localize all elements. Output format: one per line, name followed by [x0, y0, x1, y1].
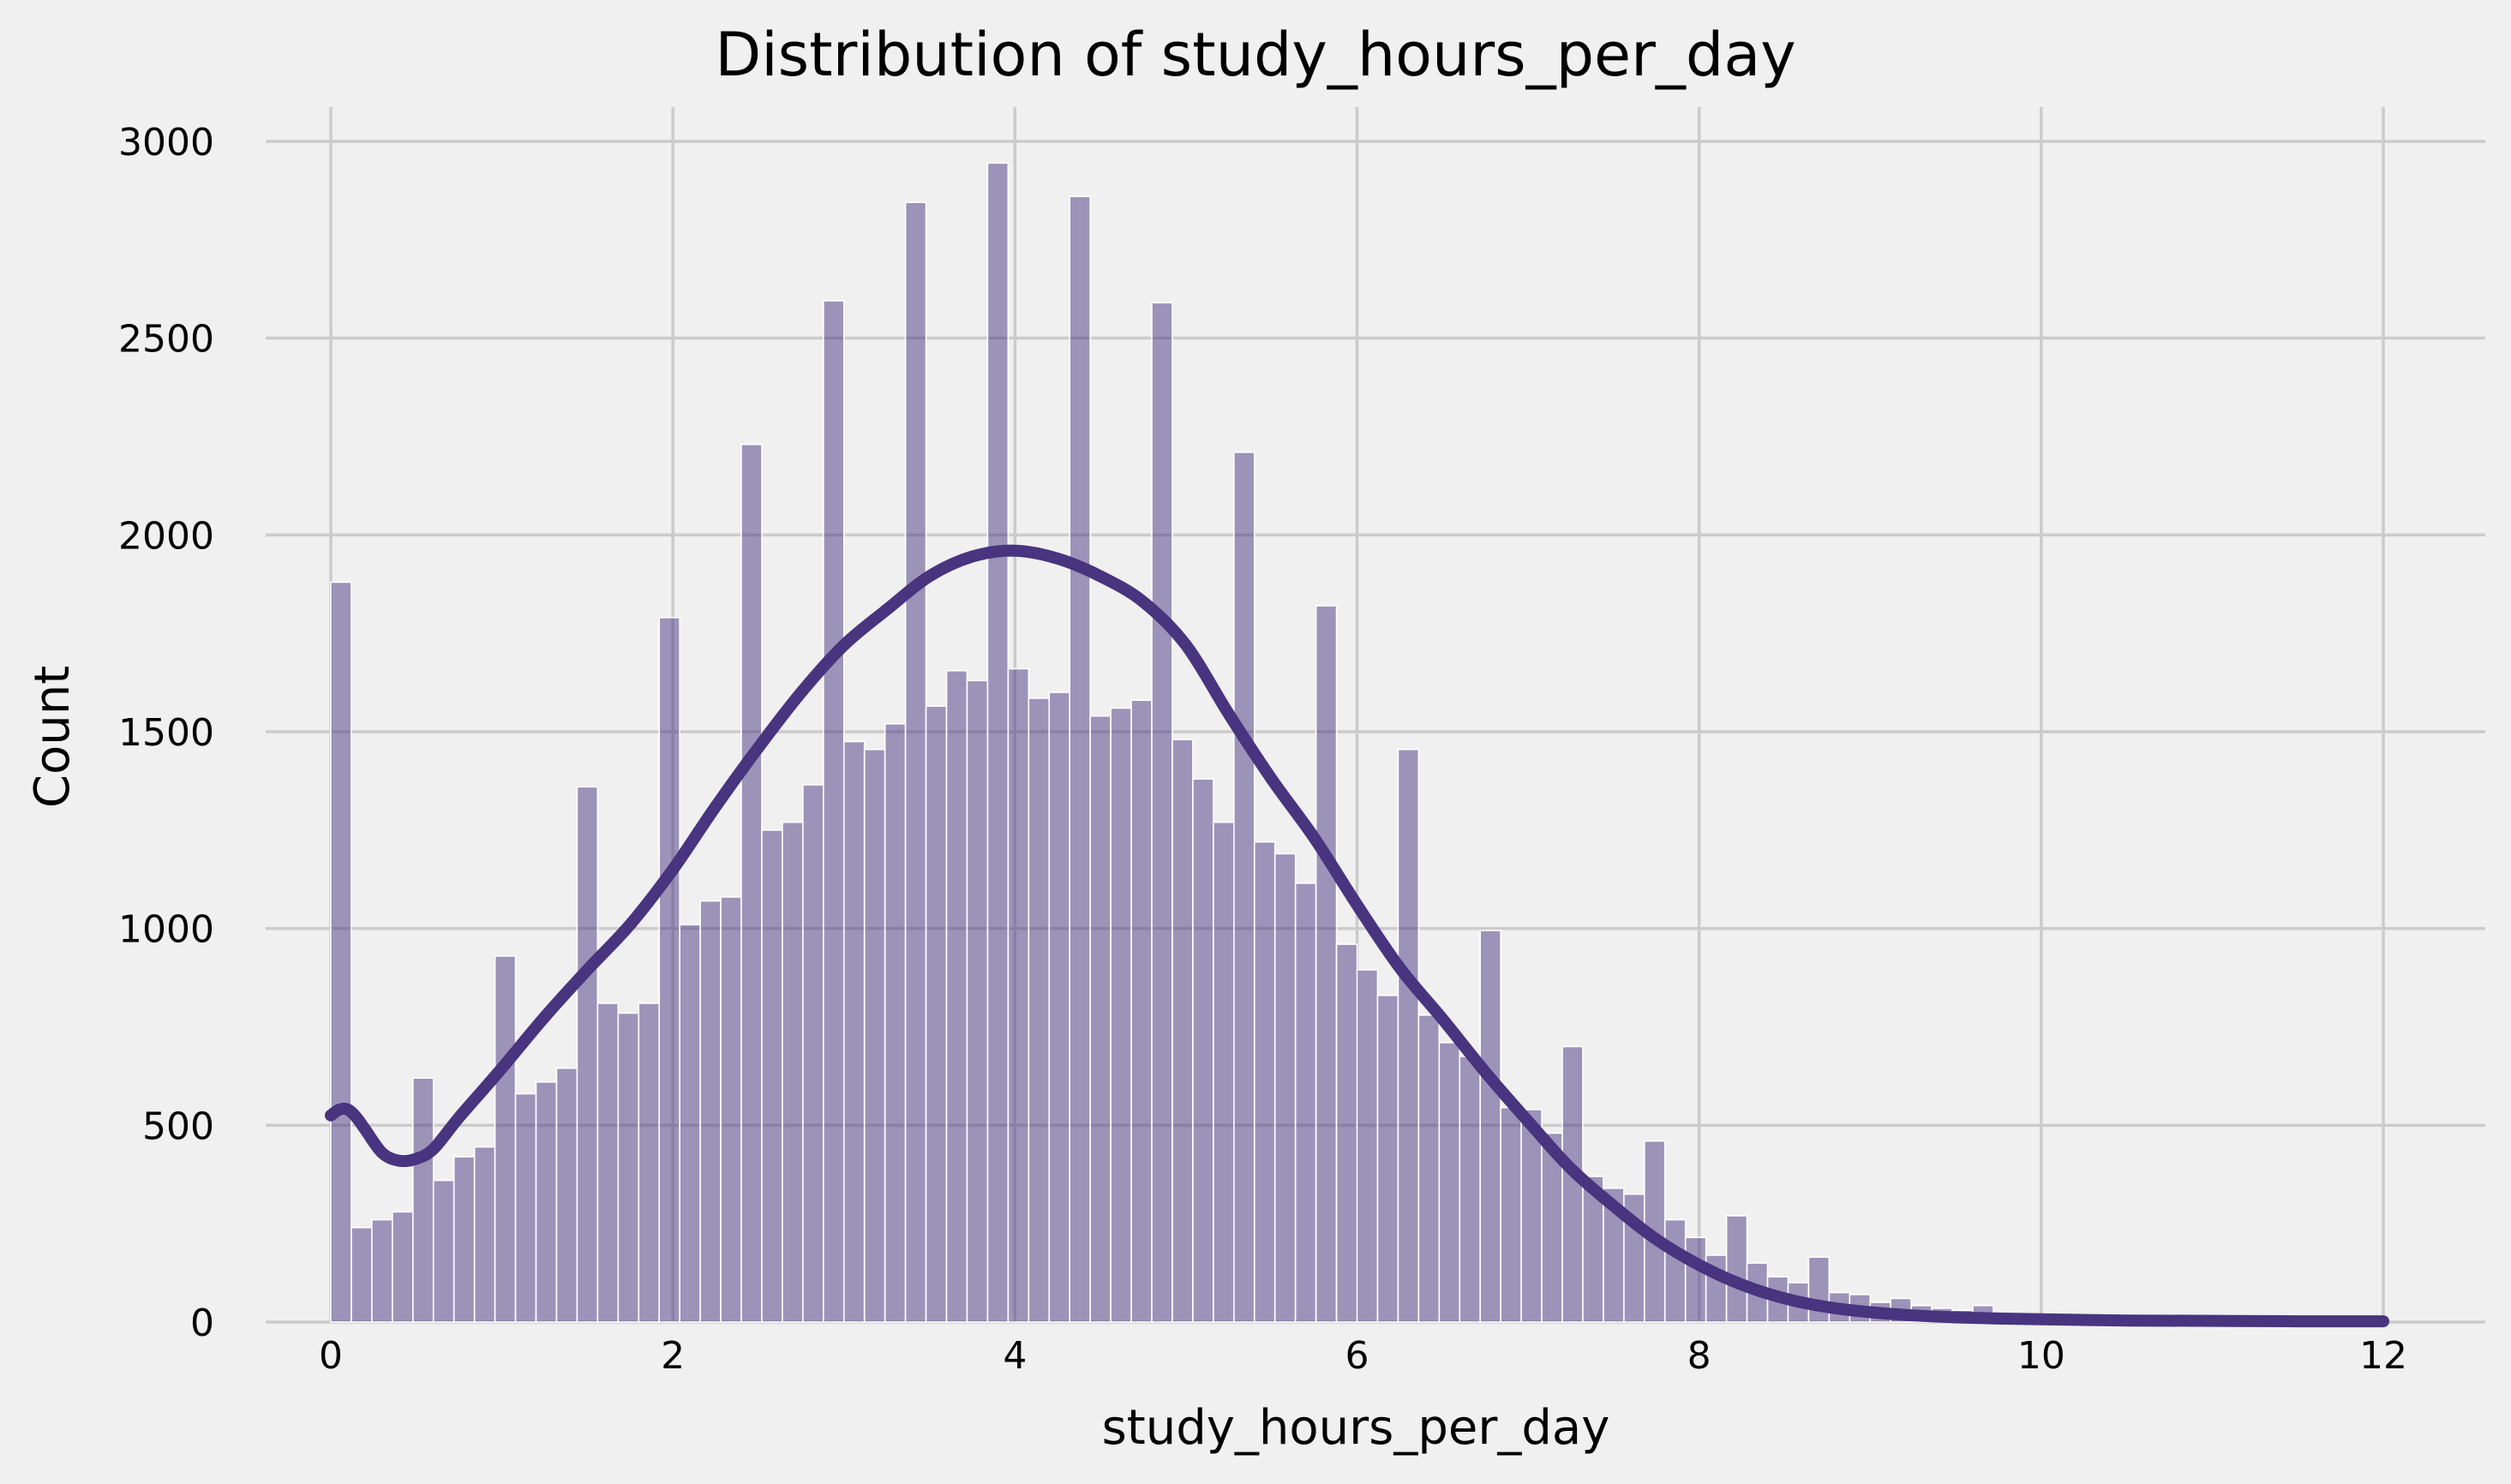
histogram-bar — [1397, 748, 1420, 1323]
y-tick-label: 3000 — [118, 121, 214, 165]
histogram-bar — [494, 955, 517, 1323]
histogram-bar — [1110, 707, 1132, 1323]
histogram-bar — [1273, 853, 1297, 1323]
histogram-bar — [452, 1156, 476, 1323]
histogram-bar — [1438, 1042, 1461, 1323]
histogram-bar — [822, 300, 845, 1323]
histogram-bar — [330, 581, 352, 1323]
histogram-bar — [699, 900, 722, 1323]
histogram-bar — [1500, 1106, 1522, 1323]
histogram-bar — [720, 896, 742, 1323]
histogram-bar — [1233, 452, 1256, 1323]
histogram-bar — [761, 829, 783, 1323]
histogram-bar — [904, 201, 927, 1323]
histogram-bar — [1151, 302, 1173, 1323]
histogram-bar — [679, 924, 701, 1323]
histogram-bar — [1130, 699, 1153, 1323]
histogram-bar — [1335, 943, 1358, 1323]
histogram-bar — [1315, 605, 1338, 1323]
tick-labels: 0 2 4 6 8 10 12 0 500 1000 1500 2000 2500 3000 — [118, 121, 2407, 1378]
histogram-bar — [473, 1146, 496, 1323]
y-tick-label: 2000 — [118, 514, 214, 558]
histogram-bar — [576, 786, 599, 1323]
histogram-bar — [411, 1077, 434, 1323]
chart-title: Distribution of study_hours_per_day — [715, 20, 1795, 90]
kde-density-line — [325, 544, 2389, 1328]
histogram-bar — [1069, 195, 1091, 1323]
histogram-bar — [371, 1218, 393, 1323]
y-tick-label: 0 — [190, 1301, 214, 1345]
x-axis-title: study_hours_per_day — [1102, 1400, 1610, 1456]
histogram-bar — [1356, 969, 1379, 1323]
kde-curve-layer — [325, 544, 2389, 1328]
histogram-bar — [1007, 667, 1030, 1323]
histogram-bar — [986, 162, 1010, 1323]
x-tick-label: 4 — [1003, 1334, 1027, 1378]
histogram-bar — [1253, 841, 1276, 1323]
histogram-bar — [1294, 883, 1317, 1323]
histogram-bar — [863, 748, 886, 1323]
x-tick-label: 12 — [2359, 1334, 2407, 1378]
y-tick-label: 2500 — [118, 318, 214, 362]
histogram-bar — [884, 723, 907, 1323]
histogram-bar — [1725, 1215, 1748, 1323]
histogram-bar — [617, 1012, 640, 1323]
histogram-bar — [638, 1002, 661, 1323]
histogram-bar — [1684, 1236, 1707, 1323]
y-tick-label: 500 — [142, 1104, 214, 1148]
histogram-bar — [1048, 691, 1071, 1323]
histogram-bar — [658, 616, 680, 1323]
x-tick-label: 6 — [1345, 1334, 1369, 1378]
histogram-bar — [1172, 739, 1194, 1323]
histogram-bar — [1459, 1056, 1482, 1323]
histogram-bar — [432, 1179, 455, 1323]
histogram-bar — [802, 784, 824, 1323]
histogram-bar — [555, 1067, 578, 1323]
histogram-bar — [392, 1211, 414, 1323]
histogram-bar — [740, 443, 763, 1323]
x-tick-label: 8 — [1687, 1334, 1711, 1378]
x-tick-label: 0 — [319, 1334, 343, 1378]
histogram-bar — [1479, 930, 1501, 1323]
histogram-bar — [1417, 1014, 1441, 1323]
histogram-bar — [596, 1002, 620, 1323]
histogram-bar — [1028, 697, 1051, 1323]
histogram-bar — [1192, 778, 1214, 1323]
histogram-bar — [966, 679, 989, 1323]
y-axis-title: Count — [25, 666, 81, 808]
histogram-bar — [842, 740, 866, 1323]
histogram-bar — [1376, 994, 1399, 1323]
histogram-bar — [535, 1081, 558, 1323]
x-tick-label: 10 — [2017, 1334, 2065, 1378]
grid-lines — [266, 107, 2485, 1324]
histogram-bar — [351, 1226, 373, 1323]
histogram-bar — [1213, 821, 1235, 1323]
y-tick-label: 1000 — [118, 908, 214, 952]
histogram-bar — [1663, 1218, 1687, 1323]
histogram-bar — [925, 705, 948, 1323]
histogram-bar — [1089, 715, 1112, 1323]
histogram-bars — [330, 162, 2384, 1323]
y-tick-label: 1500 — [118, 711, 214, 755]
histogram-bar — [945, 670, 968, 1323]
histogram-bar — [782, 821, 804, 1323]
histogram-bar — [514, 1092, 537, 1323]
x-tick-label: 2 — [661, 1334, 685, 1378]
